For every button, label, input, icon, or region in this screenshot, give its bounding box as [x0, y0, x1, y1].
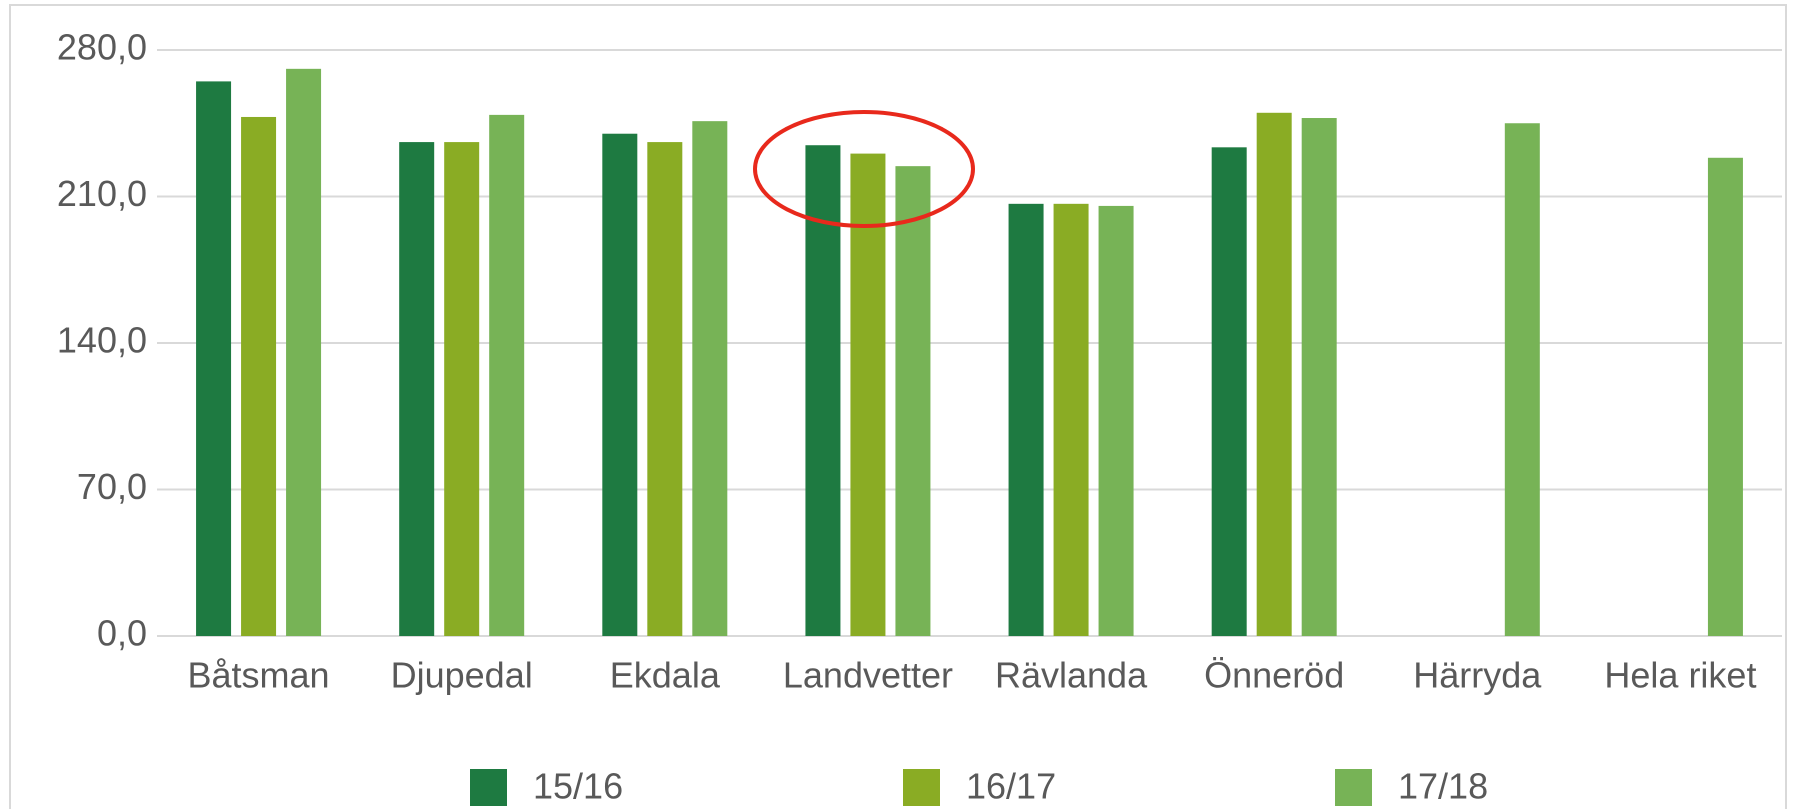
x-tick-label: Båtsman — [188, 655, 330, 696]
bar — [1053, 203, 1089, 636]
legend-swatch — [1335, 769, 1372, 806]
x-tick-label: Önneröd — [1204, 655, 1344, 696]
bar — [1098, 205, 1134, 637]
bar — [286, 68, 322, 637]
bar — [1008, 203, 1044, 636]
legend-swatch — [903, 769, 940, 806]
legend-label: 16/17 — [966, 766, 1056, 807]
chart-border — [9, 4, 1787, 809]
y-tick-label: 70,0 — [77, 466, 147, 507]
legend-label: 15/16 — [533, 766, 623, 807]
bar — [805, 145, 841, 636]
bar — [1256, 112, 1292, 637]
bar — [399, 142, 435, 637]
bar — [241, 116, 277, 636]
x-tick-label: Ekdala — [610, 655, 721, 696]
x-tick-label: Härryda — [1413, 655, 1542, 696]
y-tick-label: 0,0 — [97, 613, 147, 654]
bar — [692, 121, 728, 636]
bar — [1301, 118, 1337, 636]
legend-swatch — [470, 769, 507, 806]
y-tick-label: 140,0 — [57, 320, 147, 361]
bar — [196, 81, 232, 636]
bar — [647, 142, 683, 637]
bar — [1707, 157, 1743, 636]
bar — [444, 142, 480, 637]
bar — [602, 133, 638, 636]
bar — [1211, 147, 1247, 636]
bar — [489, 114, 525, 637]
x-tick-label: Hela riket — [1604, 655, 1756, 696]
x-tick-label: Rävlanda — [995, 655, 1148, 696]
x-tick-label: Djupedal — [391, 655, 533, 696]
highlight-circle — [753, 110, 975, 228]
bar — [1504, 123, 1540, 636]
bar — [895, 166, 931, 636]
legend-label: 17/18 — [1398, 766, 1488, 807]
y-tick-label: 280,0 — [57, 27, 147, 68]
x-tick-label: Landvetter — [783, 655, 953, 696]
bar — [850, 153, 886, 636]
y-tick-label: 210,0 — [57, 173, 147, 214]
